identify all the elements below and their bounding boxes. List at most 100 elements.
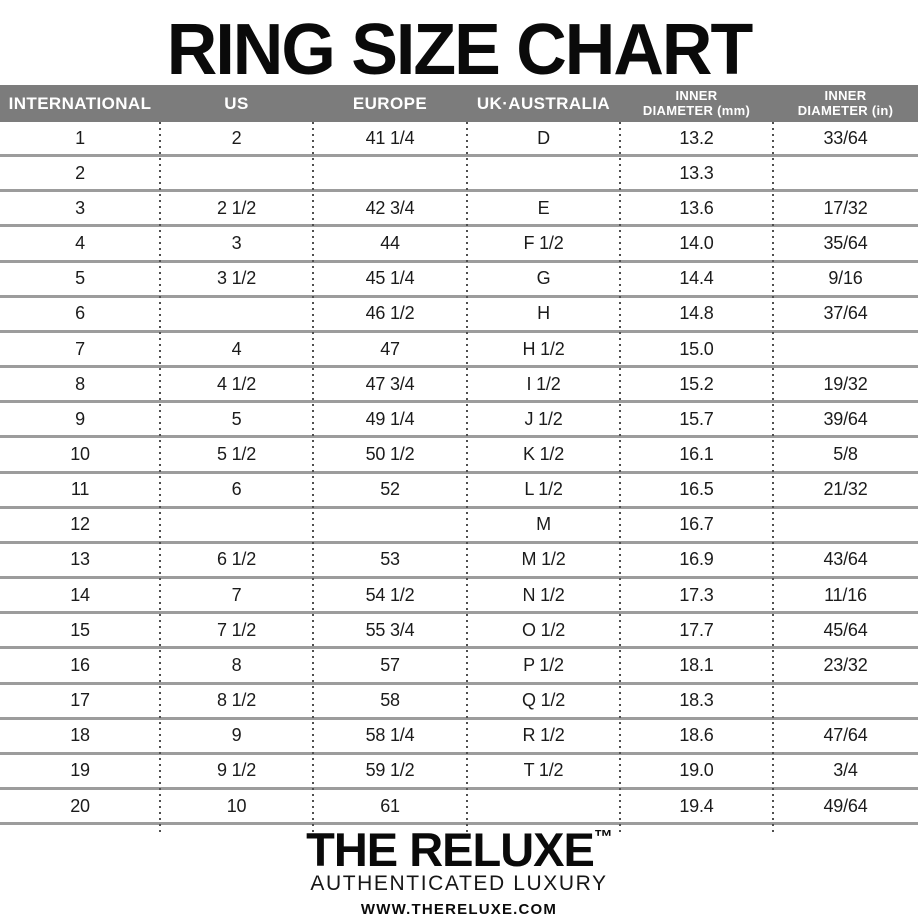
cell-uk-australia: L 1/2 [524,479,563,500]
cell-uk-australia: F 1/2 [523,233,564,254]
cell-inner-diameter-in: 5/8 [833,443,858,464]
cell-uk-australia: J 1/2 [524,408,563,429]
cell-inner-diameter-in: 23/32 [823,654,868,675]
cell-international: 13 [70,549,90,570]
cell-us: 9 [231,725,242,746]
cell-international: 12 [70,514,90,535]
cell-inner-diameter-in: 47/64 [823,725,868,746]
cell-europe: 45 1/4 [365,268,415,289]
table-row: 17 8 1/2 58 Q 1/2 18.3 [0,685,918,720]
cell-inner-diameter-in: 17/32 [823,197,868,218]
cell-europe: 47 3/4 [365,373,415,394]
cell-us: 2 [231,127,242,148]
cell-uk-australia: P 1/2 [523,654,564,675]
cell-europe: 58 1/4 [365,725,415,746]
cell-international: 2 [75,162,85,183]
column-header-label: EUROPE [352,93,428,113]
cell-uk-australia: Q 1/2 [521,690,566,711]
cell-inner-diameter-mm: 15.2 [679,373,714,394]
table-row: 3 2 1/2 42 3/4 E 13.6 17/32 [0,192,918,228]
cell-europe: 49 1/4 [365,408,415,429]
cell-europe: 57 [380,654,400,675]
cell-uk-australia: I 1/2 [526,373,561,394]
cell-uk-australia: O 1/2 [521,619,566,640]
cell-us: 5 [231,408,242,429]
cell-inner-diameter-mm: 14.4 [679,268,714,289]
cell-us: 4 [231,338,242,359]
cell-europe: 42 3/4 [365,197,415,218]
table-header-bar: INTERNATIONAL US EUROPE UK·AUSTRALIA INN… [0,85,918,122]
column-header-inner-diameter-in: INNER DIAMETER (in) [773,85,918,122]
column-header-us: US [160,85,313,122]
table-row: 19 9 1/2 59 1/2 T 1/2 19.0 3/4 [0,755,918,790]
column-header-international: INTERNATIONAL [0,85,160,122]
cell-inner-diameter-in: 11/16 [824,584,867,605]
cell-us: 10 [226,795,247,816]
table-row: 20 10 61 19.4 49/64 [0,790,918,826]
cell-us: 5 1/2 [216,443,257,464]
cell-international: 5 [75,268,85,289]
cell-inner-diameter-mm: 14.0 [679,233,714,254]
cell-inner-diameter-mm: 16.7 [679,514,714,535]
cell-us: 8 [231,654,242,675]
cell-us: 6 [231,479,242,500]
cell-international: 3 [75,197,85,218]
cell-us: 8 1/2 [216,690,257,711]
brand-logo: THE RELUXE ™ [306,823,613,876]
cell-inner-diameter-in: 33/64 [823,127,868,148]
brand-name: THE RELUXE [306,823,595,876]
cell-uk-australia: H 1/2 [522,338,565,359]
table-row: 8 4 1/2 47 3/4 I 1/2 15.2 19/32 [0,368,918,404]
cell-uk-australia: N 1/2 [522,584,565,605]
cell-us: 4 1/2 [216,373,257,394]
cell-inner-diameter-mm: 16.1 [679,443,714,464]
brand-tagline: AUTHENTICATED LUXURY [310,872,608,895]
column-header-label: US [224,93,249,113]
column-header-inner-diameter-mm: INNER DIAMETER (mm) [620,85,773,122]
cell-uk-australia: M [536,514,551,535]
cell-europe: 54 1/2 [365,584,415,605]
cell-europe: 50 1/2 [365,443,415,464]
cell-us: 7 1/2 [216,619,257,640]
table-row: 6 46 1/2 H 14.8 37/64 [0,298,918,333]
cell-inner-diameter-mm: 17.7 [679,619,714,640]
table-row: 13 6 1/2 53 M 1/2 16.9 43/64 [0,544,918,580]
cell-us: 3 1/2 [216,268,257,289]
cell-inner-diameter-mm: 13.6 [679,197,714,218]
cell-europe: 58 [380,690,400,711]
cell-international: 11 [70,479,90,500]
table-row: 10 5 1/2 50 1/2 K 1/2 16.1 5/8 [0,438,918,474]
cell-europe: 44 [380,233,400,254]
brand-footer: THE RELUXE ™ AUTHENTICATED LUXURY WWW.THE… [0,825,918,918]
table-row: 18 9 58 1/4 R 1/2 18.6 47/64 [0,720,918,755]
cell-europe: 59 1/2 [365,760,415,781]
cell-uk-australia: T 1/2 [523,760,564,781]
cell-inner-diameter-mm: 16.5 [679,479,714,500]
cell-international: 20 [70,795,90,816]
column-header-label: UK·AUSTRALIA [476,93,611,113]
cell-europe: 53 [380,549,400,570]
cell-international: 7 [75,338,85,359]
cell-europe: 46 1/2 [365,303,415,324]
table-row: 5 3 1/2 45 1/4 G 14.4 9/16 [0,263,918,298]
cell-uk-australia: E [537,197,550,218]
cell-uk-australia: G [536,268,551,289]
cell-international: 4 [75,233,85,254]
cell-uk-australia: H [537,303,550,324]
cell-uk-australia: R 1/2 [522,725,565,746]
cell-us: 6 1/2 [216,549,257,570]
column-header-uk-australia: UK·AUSTRALIA [467,85,620,122]
cell-inner-diameter-in: 21/32 [823,479,868,500]
cell-inner-diameter-mm: 15.0 [679,338,714,359]
cell-europe: 41 1/4 [365,127,415,148]
cell-inner-diameter-mm: 19.0 [679,760,714,781]
cell-us: 2 1/2 [216,197,257,218]
cell-inner-diameter-mm: 17.3 [679,584,714,605]
table-row: 1 2 41 1/4 D 13.2 33/64 [0,122,918,158]
cell-inner-diameter-in: 49/64 [823,795,868,816]
cell-inner-diameter-mm: 18.1 [679,654,714,675]
table-row: 11 6 52 L 1/2 16.5 21/32 [0,474,918,509]
table-row: 15 7 1/2 55 3/4 O 1/2 17.7 45/64 [0,614,918,650]
table-row: 14 7 54 1/2 N 1/2 17.3 11/16 [0,579,918,615]
column-header-europe: EUROPE [313,85,467,122]
